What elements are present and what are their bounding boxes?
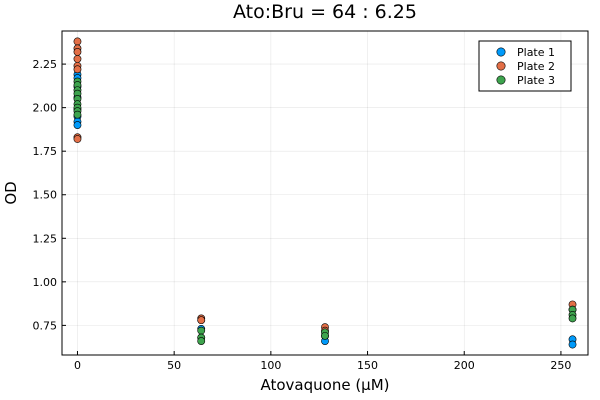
data-point <box>568 340 577 349</box>
data-point <box>73 48 82 56</box>
data-point <box>197 337 206 345</box>
axis-ticks: 0 50 100 150 200 250 0.75 1.00 1.25 1.50 1.75 2.00 2… <box>33 58 572 372</box>
data-point <box>73 54 82 63</box>
x-axis-title: Atovaquone (μM) <box>260 376 389 394</box>
x-tick-label: 250 <box>550 359 571 372</box>
x-tick-label: 150 <box>357 359 378 372</box>
y-axis-title: OD <box>2 181 20 204</box>
grid <box>62 31 588 355</box>
legend-label: Plate 2 <box>517 60 555 73</box>
x-tick-label: 100 <box>260 359 281 372</box>
legend-label: Plate 3 <box>517 74 555 87</box>
x-tick-label: 200 <box>454 359 475 372</box>
y-tick-label: 1.00 <box>33 276 58 289</box>
data-point <box>73 135 82 143</box>
legend-marker <box>496 47 506 57</box>
data-point <box>73 65 82 74</box>
legend-marker <box>496 61 506 71</box>
y-tick-label: 1.75 <box>33 145 58 158</box>
y-tick-label: 2.25 <box>33 58 58 71</box>
x-tick-label: 0 <box>74 359 81 372</box>
data-point <box>73 37 82 46</box>
data-point <box>321 331 329 340</box>
x-tick-label: 50 <box>167 359 181 372</box>
y-tick-label: 1.25 <box>33 232 58 245</box>
legend-label: Plate 1 <box>517 46 555 59</box>
chart-title: Ato:Bru = 64 : 6.25 <box>233 1 417 23</box>
legend-marker <box>496 75 506 85</box>
data-point <box>73 121 82 129</box>
data-point <box>197 316 206 325</box>
y-tick-label: 0.75 <box>33 319 58 332</box>
data-point <box>197 326 206 335</box>
data-points <box>73 37 577 349</box>
plot-area-frame <box>61 30 589 356</box>
legend-box <box>478 40 572 92</box>
y-tick-label: 2.00 <box>33 102 58 115</box>
data-point <box>568 314 577 323</box>
data-point <box>73 110 82 119</box>
y-tick-label: 1.50 <box>33 189 58 202</box>
